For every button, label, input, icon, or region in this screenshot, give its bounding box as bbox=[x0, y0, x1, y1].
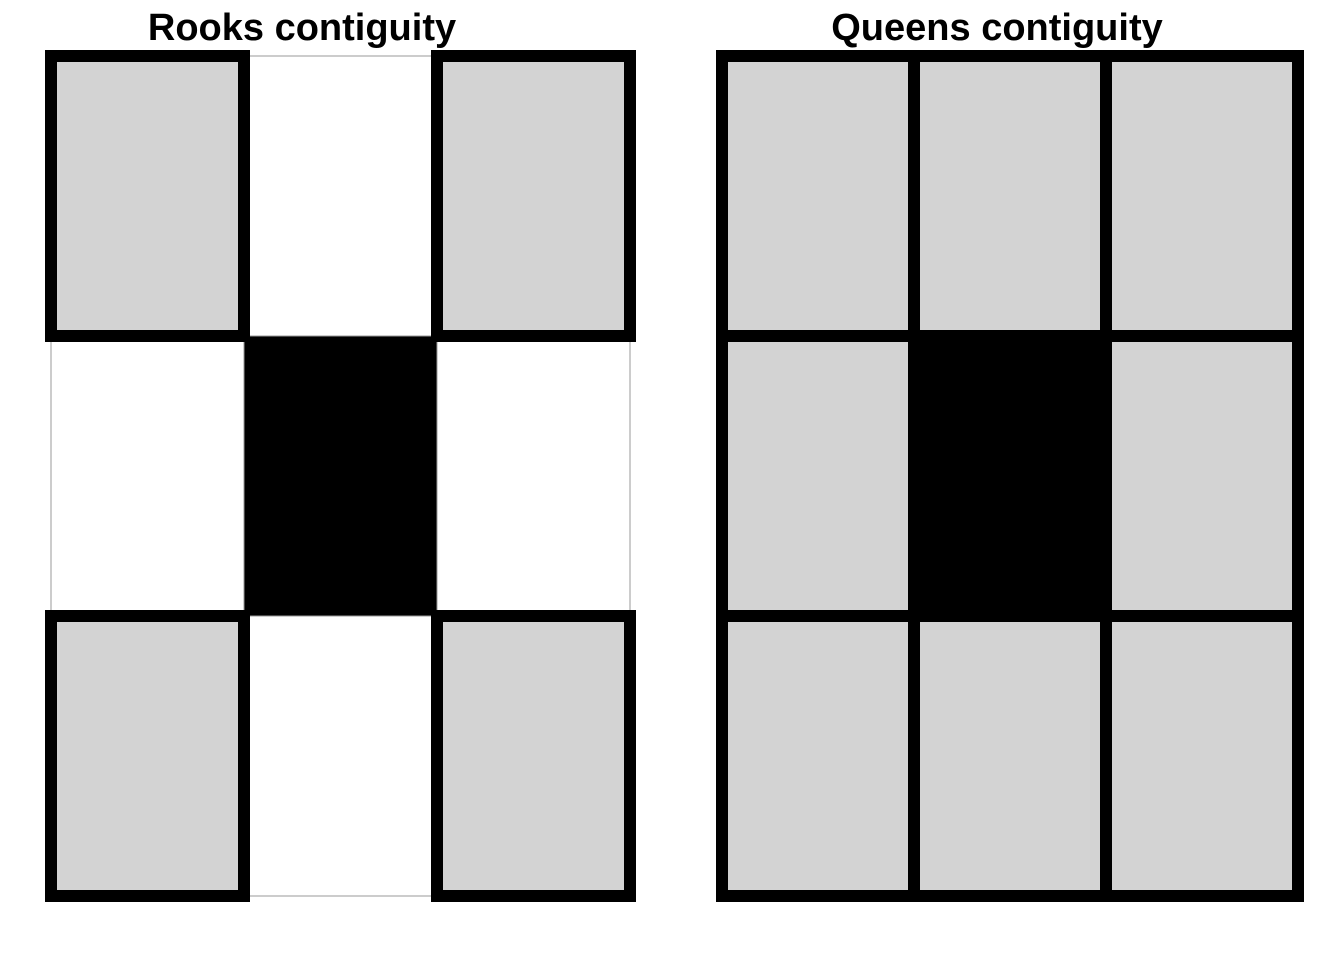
rooks-cell-none-r0c1 bbox=[243, 55, 438, 337]
queens-cell-neighbor-r1c2 bbox=[1105, 335, 1299, 617]
rooks-cell-neighbor-r0c0 bbox=[50, 55, 245, 337]
rooks-cell-none-r1c2 bbox=[436, 335, 631, 617]
queens-cell-neighbor-r0c2 bbox=[1105, 55, 1299, 337]
queens-cell-neighbor-r0c1 bbox=[913, 55, 1107, 337]
queens-cell-neighbor-r0c0 bbox=[721, 55, 915, 337]
queens-grid bbox=[716, 50, 1304, 902]
queens-cell-neighbor-r2c2 bbox=[1105, 615, 1299, 897]
queens-cell-focal-r1c1 bbox=[913, 335, 1107, 617]
rooks-cell-none-r2c1 bbox=[243, 615, 438, 897]
rooks-neighbor-outline-r0c2 bbox=[431, 50, 636, 342]
queens-cell-neighbor-r2c1 bbox=[913, 615, 1107, 897]
rooks-cell-neighbor-r0c2 bbox=[436, 55, 631, 337]
queens-cell-neighbor-r1c0 bbox=[721, 335, 915, 617]
rooks-neighbor-outline-r2c0 bbox=[45, 610, 250, 902]
rooks-cell-neighbor-r2c2 bbox=[436, 615, 631, 897]
queens-panel-title: Queens contiguity bbox=[831, 7, 1163, 49]
rooks-grid bbox=[45, 50, 636, 902]
queens-cell-neighbor-r2c0 bbox=[721, 615, 915, 897]
rooks-cell-focal-r1c1 bbox=[243, 335, 438, 617]
rooks-cell-neighbor-r2c0 bbox=[50, 615, 245, 897]
rooks-neighbor-outline-r0c0 bbox=[45, 50, 250, 342]
rooks-neighbor-outline-r2c2 bbox=[431, 610, 636, 902]
rooks-panel-title: Rooks contiguity bbox=[147, 7, 457, 49]
queens-neighbor-outline-r2c2 bbox=[1100, 610, 1304, 902]
rooks-cell-none-r1c0 bbox=[50, 335, 245, 617]
